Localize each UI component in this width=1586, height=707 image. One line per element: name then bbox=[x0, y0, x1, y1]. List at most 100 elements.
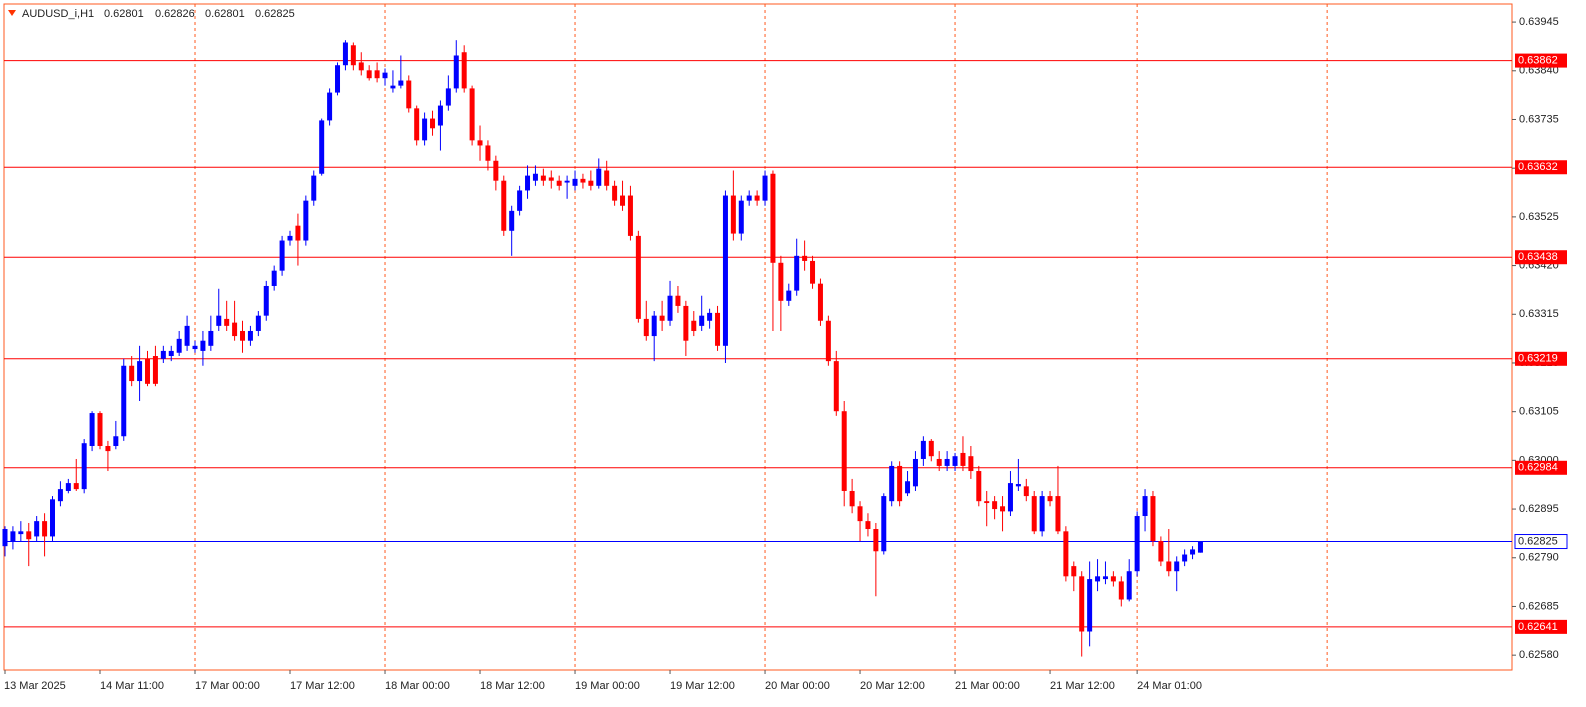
candle-body bbox=[168, 350, 174, 357]
candle-body bbox=[137, 361, 143, 382]
candle-body bbox=[588, 180, 594, 186]
candle-body bbox=[580, 178, 586, 183]
candle-body bbox=[1110, 576, 1116, 582]
level-label: 0.63862 bbox=[1518, 54, 1558, 66]
candle-body bbox=[121, 365, 127, 437]
candle-body bbox=[1047, 496, 1053, 502]
candle-body bbox=[699, 315, 705, 326]
candle-body bbox=[960, 452, 966, 466]
candle-body bbox=[445, 88, 451, 106]
candle-body bbox=[208, 330, 214, 346]
candle-body bbox=[857, 506, 863, 522]
level-label-box bbox=[1515, 160, 1567, 175]
candle-body bbox=[247, 330, 253, 341]
candle-body bbox=[65, 483, 71, 491]
candle-body bbox=[912, 458, 918, 487]
candle-body bbox=[453, 55, 459, 89]
candle-body bbox=[532, 173, 538, 181]
x-tick-label: 18 Mar 00:00 bbox=[385, 680, 450, 692]
candle-body bbox=[374, 70, 380, 79]
candle-body bbox=[335, 65, 341, 93]
candle-body bbox=[382, 72, 388, 79]
candle-body bbox=[1126, 571, 1132, 600]
candle-body bbox=[1166, 561, 1172, 572]
x-tick-label: 18 Mar 12:00 bbox=[480, 680, 545, 692]
y-tick-label: 0.63315 bbox=[1519, 308, 1559, 320]
level-label-box bbox=[1515, 619, 1567, 634]
candle-body bbox=[643, 318, 649, 337]
x-tick-label: 13 Mar 2025 bbox=[4, 680, 66, 692]
y-tick-label: 0.62895 bbox=[1519, 503, 1559, 515]
candle-body bbox=[928, 440, 934, 457]
ohlc-open: 0.62801 bbox=[104, 8, 144, 20]
candle-body bbox=[825, 320, 831, 362]
x-tick-label: 19 Mar 00:00 bbox=[575, 680, 640, 692]
candle-body bbox=[1023, 486, 1029, 497]
candle-body bbox=[50, 499, 56, 537]
candle-body bbox=[873, 529, 879, 552]
candle-body bbox=[905, 481, 911, 494]
candle-body bbox=[358, 62, 364, 71]
candle-body bbox=[287, 235, 293, 241]
candle-body bbox=[319, 120, 325, 174]
candle-body bbox=[786, 290, 792, 301]
candle-body bbox=[73, 483, 79, 490]
candle-body bbox=[1174, 561, 1180, 572]
candle-body bbox=[279, 240, 285, 271]
candle-body bbox=[952, 456, 958, 466]
candle-body bbox=[390, 85, 396, 89]
candle-body bbox=[1039, 496, 1045, 532]
candle-body bbox=[667, 295, 673, 321]
candle-body bbox=[89, 413, 95, 446]
candle-body bbox=[406, 80, 412, 109]
candle-body bbox=[366, 70, 372, 79]
level-label-box bbox=[1515, 460, 1567, 475]
candle-body bbox=[889, 465, 895, 502]
candle-body bbox=[802, 255, 808, 261]
candle-body bbox=[493, 160, 499, 181]
candle-body bbox=[192, 345, 198, 350]
candle-body bbox=[683, 305, 689, 341]
ohlc-low: 0.62801 bbox=[205, 8, 245, 20]
x-tick-label: 24 Mar 01:00 bbox=[1137, 680, 1202, 692]
candle-body bbox=[556, 180, 562, 186]
candle-body bbox=[936, 458, 942, 466]
candle-body bbox=[992, 501, 998, 510]
candle-body bbox=[897, 465, 903, 502]
x-tick-label: 20 Mar 12:00 bbox=[860, 680, 925, 692]
candle-body bbox=[1158, 541, 1164, 562]
candle-body bbox=[548, 177, 554, 181]
candle-body bbox=[817, 283, 823, 321]
x-tick-label: 21 Mar 00:00 bbox=[955, 680, 1020, 692]
candle-body bbox=[105, 445, 111, 452]
candle-body bbox=[461, 52, 467, 89]
candle-body bbox=[240, 330, 246, 341]
candle-body bbox=[1190, 549, 1196, 555]
y-tick-label: 0.63525 bbox=[1519, 211, 1559, 223]
level-label: 0.62984 bbox=[1518, 462, 1558, 474]
candle-body bbox=[232, 322, 238, 337]
candle-body bbox=[849, 490, 855, 507]
level-label-box bbox=[1515, 250, 1567, 265]
candle-body bbox=[509, 210, 515, 231]
candle-body bbox=[604, 170, 610, 186]
candle-body bbox=[34, 521, 40, 537]
candle-body bbox=[113, 436, 119, 446]
candle-body bbox=[540, 175, 546, 181]
level-label: 0.63632 bbox=[1518, 161, 1558, 173]
candle-body bbox=[414, 108, 420, 141]
level-label: 0.63219 bbox=[1518, 353, 1558, 365]
candle-body bbox=[1142, 496, 1148, 517]
candle-body bbox=[778, 262, 784, 301]
candle-body bbox=[303, 200, 309, 241]
x-tick-label: 20 Mar 00:00 bbox=[765, 680, 830, 692]
candle-body bbox=[841, 411, 847, 491]
candle-body bbox=[501, 180, 507, 231]
candle-body bbox=[659, 315, 665, 321]
candle-body bbox=[627, 195, 633, 236]
x-tick-label: 14 Mar 11:00 bbox=[100, 680, 164, 692]
candle-body bbox=[311, 175, 317, 201]
level-label: 0.63438 bbox=[1518, 251, 1558, 263]
